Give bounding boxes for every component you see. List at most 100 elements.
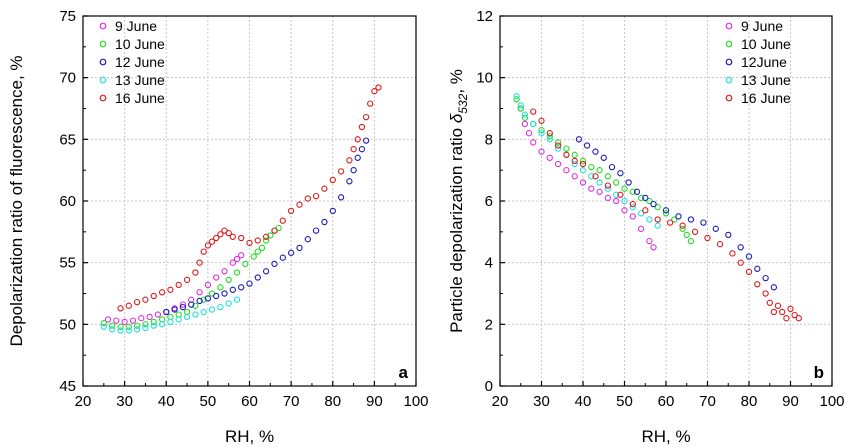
data-point <box>671 216 678 223</box>
data-point <box>121 318 128 326</box>
data-point <box>637 225 645 232</box>
y-tick-label: 2 <box>485 316 493 333</box>
data-point <box>538 130 545 137</box>
x-tick-label: 80 <box>324 393 341 410</box>
data-point <box>287 207 295 215</box>
data-point <box>254 248 261 255</box>
data-point <box>233 296 241 303</box>
data-point <box>546 130 553 137</box>
data-point <box>362 137 370 144</box>
panel-b: 20 30 40 50 60 70 80 90 100 0 2 4 6 8 10 12 RH, % Particl… <box>447 8 845 446</box>
data-point <box>745 253 753 260</box>
data-point <box>346 157 353 164</box>
data-point <box>125 323 132 330</box>
data-point <box>154 311 162 318</box>
data-point <box>113 317 120 324</box>
y-tick-label: 60 <box>59 193 76 210</box>
data-point <box>579 160 587 168</box>
series-3 <box>513 93 661 229</box>
x-tick-label: 20 <box>492 393 509 410</box>
data-point <box>350 167 357 174</box>
x-tick-label: 90 <box>782 393 799 410</box>
data-point <box>554 145 562 152</box>
data-point <box>183 313 191 321</box>
data-point <box>304 195 311 202</box>
data-point <box>271 227 278 234</box>
legend-marker <box>99 58 107 66</box>
data-point <box>766 299 773 306</box>
panel-a: 20 30 40 50 60 70 80 90 100 45 50 55 60 65 70 75 RH, % De… <box>7 8 429 446</box>
data-point <box>188 301 195 308</box>
data-point <box>204 242 212 249</box>
data-point <box>637 194 645 202</box>
data-point <box>304 236 311 243</box>
data-point <box>687 237 695 245</box>
data-point <box>238 234 245 242</box>
y-tick-label: 70 <box>59 70 76 87</box>
data-point <box>629 200 636 208</box>
legend-label: 9 June <box>741 18 783 34</box>
data-point <box>563 145 570 152</box>
data-point <box>196 297 203 305</box>
data-point <box>250 253 257 260</box>
data-point <box>592 173 599 180</box>
data-point <box>321 185 328 192</box>
data-point <box>521 111 529 118</box>
y-tick-label: 12 <box>476 8 493 25</box>
data-point <box>225 300 232 307</box>
data-point <box>196 259 203 266</box>
data-point <box>200 248 207 255</box>
data-point <box>358 123 366 131</box>
data-point <box>175 316 182 323</box>
data-point <box>329 176 336 184</box>
data-point <box>346 178 353 185</box>
data-point <box>737 259 744 266</box>
data-point <box>787 305 794 313</box>
data-point <box>791 311 798 319</box>
data-point <box>546 133 553 140</box>
data-point <box>629 188 636 195</box>
legend-label: 13 June <box>115 72 165 88</box>
data-point <box>262 237 270 244</box>
legend-marker <box>725 22 733 30</box>
data-point <box>637 210 645 217</box>
x-tick-label: 30 <box>533 393 550 410</box>
legend-marker <box>99 76 107 84</box>
series-2 <box>575 136 778 291</box>
data-point <box>654 216 661 223</box>
data-point <box>133 298 141 306</box>
data-point <box>337 194 345 201</box>
data-point <box>279 254 286 261</box>
y-tick-label: 45 <box>59 378 76 395</box>
data-point <box>225 229 232 237</box>
data-point <box>167 318 174 326</box>
data-point <box>296 201 303 208</box>
data-point <box>604 173 612 180</box>
data-point <box>579 179 587 186</box>
data-point <box>575 136 583 143</box>
data-point <box>217 284 224 291</box>
data-point <box>117 305 124 312</box>
data-point <box>662 207 670 214</box>
data-point <box>217 303 224 311</box>
y-axis-label-tail: , % <box>447 69 466 94</box>
data-point <box>167 286 174 293</box>
data-point <box>358 146 366 153</box>
data-point <box>146 313 153 321</box>
data-point <box>779 308 786 316</box>
data-point <box>246 239 253 247</box>
data-point <box>371 88 378 95</box>
data-point <box>354 136 361 143</box>
legend-label: 16 June <box>741 90 791 106</box>
data-point <box>613 191 620 198</box>
data-point <box>666 219 674 226</box>
data-point <box>225 276 232 284</box>
data-point <box>762 290 769 297</box>
x-tick-label: 80 <box>741 393 758 410</box>
data-point <box>221 290 228 297</box>
y-tick-label: 65 <box>59 131 76 148</box>
data-point <box>554 139 562 146</box>
data-point <box>737 244 744 251</box>
data-point <box>213 292 220 300</box>
data-point <box>287 249 295 256</box>
